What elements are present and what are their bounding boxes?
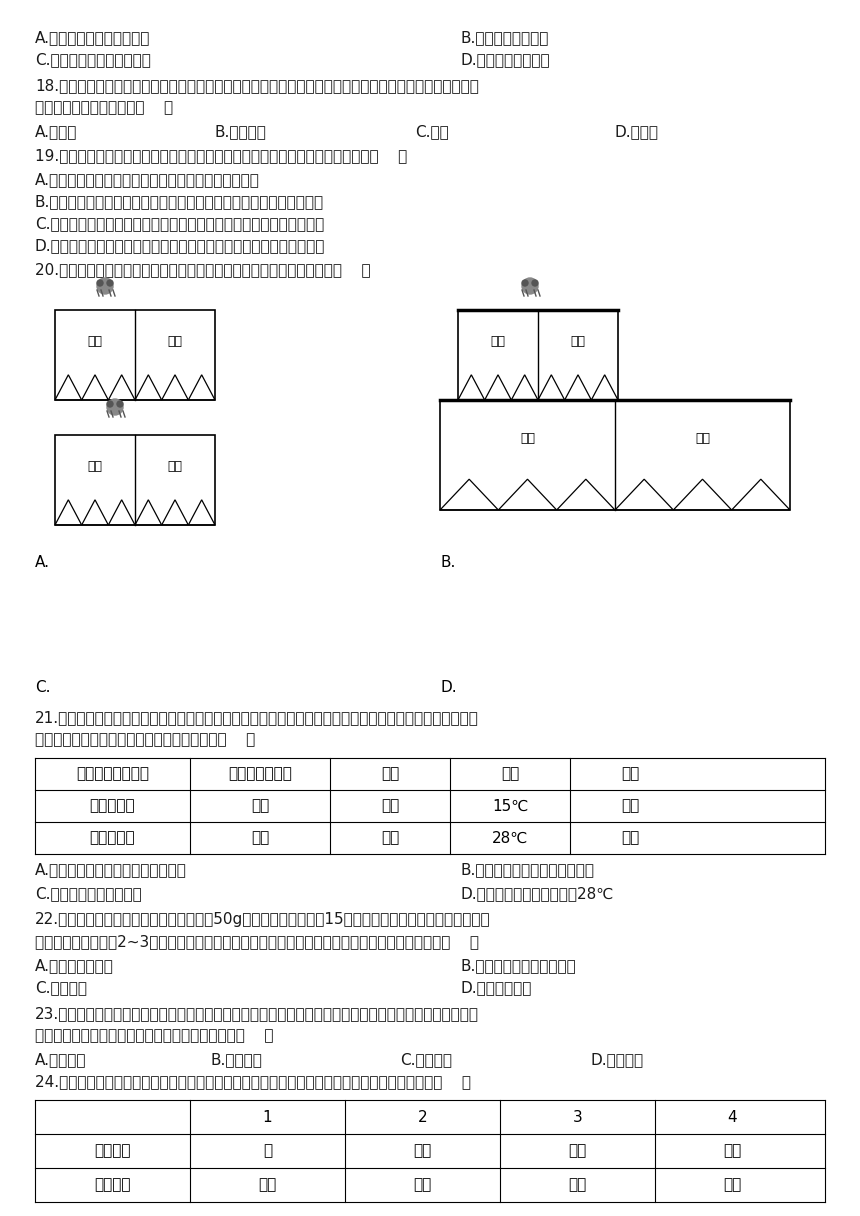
Bar xyxy=(55,435,215,525)
Text: 20.要探究湿度对鼠妇生活的影响，在下列的四个实验装置中，应该选择（    ）: 20.要探究湿度对鼠妇生活的影响，在下列的四个实验装置中，应该选择（ ） xyxy=(35,261,371,277)
Text: 干土: 干土 xyxy=(695,432,710,445)
Text: A.甲发现一只老鼠，既害怕又觉得很恶心，就没有记录: A.甲发现一只老鼠，既害怕又觉得很恶心，就没有记录 xyxy=(35,171,260,187)
Text: D.: D. xyxy=(440,680,457,696)
Text: A.食物链: A.食物链 xyxy=(35,124,77,139)
Text: B.生物与环境不相关: B.生物与环境不相关 xyxy=(460,30,549,45)
Text: 阴暗: 阴暗 xyxy=(381,831,399,845)
Text: B.乙发现几株从未见过的小花，便将它们拔起，准备带回学校去问老师: B.乙发现几株从未见过的小花，便将它们拔起，准备带回学校去问老师 xyxy=(35,195,324,209)
Text: 23.小明家附近的池塘发生了主要由绿藻大量繁殖造成的水华现象，小明猜想，这可能与排入池塘的生活污水: 23.小明家附近的池塘发生了主要由绿藻大量繁殖造成的水华现象，小明猜想，这可能与… xyxy=(35,1006,479,1021)
Text: 24.在探究种子萌发的环境条件实验中，四个瓶的设置如下表，下列组合中不能形成对照实验的是（    ）: 24.在探究种子萌发的环境条件实验中，四个瓶的设置如下表，下列组合中不能形成对照… xyxy=(35,1074,471,1090)
Bar xyxy=(440,400,790,510)
Text: B.设计实验方案并实施记录: B.设计实验方案并实施记录 xyxy=(460,958,575,973)
Bar xyxy=(35,758,825,854)
Text: 适宜: 适宜 xyxy=(621,831,639,845)
Text: 干土: 干土 xyxy=(168,460,182,473)
Bar xyxy=(35,1100,825,1201)
Text: 纸盒左半侧: 纸盒左半侧 xyxy=(89,799,135,814)
Text: 适宜: 适宜 xyxy=(621,799,639,814)
Text: B.作出假设: B.作出假设 xyxy=(210,1052,262,1066)
Text: 28℃: 28℃ xyxy=(492,831,528,845)
Text: 瓶内水量: 瓶内水量 xyxy=(95,1143,131,1159)
Text: A.提出问题: A.提出问题 xyxy=(35,1052,87,1066)
Text: C.: C. xyxy=(35,680,51,696)
Text: A.: A. xyxy=(35,554,50,570)
Text: 明亮: 明亮 xyxy=(381,799,399,814)
Circle shape xyxy=(532,280,538,286)
Text: B.: B. xyxy=(440,554,456,570)
Text: C.生物能够适应一定的环境: C.生物能够适应一定的环境 xyxy=(35,52,150,67)
Text: 22.小红观察发现，在冬季，十几条蚯蚓将50g垃圾完全分解，需要15天的时间。春季，这些蚯蚓分解相同: 22.小红观察发现，在冬季，十几条蚯蚓将50g垃圾完全分解，需要15天的时间。春… xyxy=(35,912,490,927)
Text: 19.某校老师带学生调查公园中的生物，甲、乙、丙、丁四位同学中做法正确的是（    ）: 19.某校老师带学生调查公园中的生物，甲、乙、丙、丁四位同学中做法正确的是（ ） xyxy=(35,148,408,163)
Text: 纸盒右半侧: 纸盒右半侧 xyxy=(89,831,135,845)
Text: 过量: 过量 xyxy=(723,1143,741,1159)
Circle shape xyxy=(97,278,113,294)
Text: D.生物能够影响环境: D.生物能够影响环境 xyxy=(460,52,550,67)
Text: 1: 1 xyxy=(262,1109,273,1125)
Text: 中磷含量过高有关。这属于科学探究基本过程中的（    ）: 中磷含量过高有关。这属于科学探究基本过程中的（ ） xyxy=(35,1028,273,1043)
Text: 湿土: 湿土 xyxy=(490,334,506,348)
Bar xyxy=(55,310,215,400)
Circle shape xyxy=(97,280,103,286)
Text: 冰箱: 冰箱 xyxy=(568,1177,587,1193)
Text: 湿土: 湿土 xyxy=(520,432,535,445)
Text: D.丙的调查记录中有蟋蟀，看到其他同学的记录中都没有，就将它删掉: D.丙的调查记录中有蟋蟀，看到其他同学的记录中都没有，就将它删掉 xyxy=(35,238,325,253)
Circle shape xyxy=(522,280,528,286)
Text: 光照: 光照 xyxy=(381,766,399,782)
Text: 适量: 适量 xyxy=(414,1143,432,1159)
Text: 适量: 适量 xyxy=(251,831,269,845)
Text: B.生态系统: B.生态系统 xyxy=(215,124,267,139)
Text: 18.森林中的一棵树死了，倒在地上，上面长满了苔藓、藻类、蘑菇、白蚁、蠕虫等生物，朽木上的生物及其: 18.森林中的一棵树死了，倒在地上，上面长满了苔藓、藻类、蘑菇、白蚁、蠕虫等生物… xyxy=(35,78,479,92)
Text: D.左右两侧温度都应保持在28℃: D.左右两侧温度都应保持在28℃ xyxy=(460,886,613,901)
Text: D.生物圈: D.生物圈 xyxy=(615,124,659,139)
Text: 放置黄粉虫的位置: 放置黄粉虫的位置 xyxy=(76,766,149,782)
Circle shape xyxy=(117,401,123,407)
Text: 15℃: 15℃ xyxy=(492,799,528,814)
Text: C.种群: C.种群 xyxy=(415,124,449,139)
Text: 干土: 干土 xyxy=(570,334,586,348)
Text: B.左右两侧都要在阴暗的环境中: B.左右两侧都要在阴暗的环境中 xyxy=(460,862,594,877)
Text: 橱柜: 橱柜 xyxy=(723,1177,741,1193)
Text: 4: 4 xyxy=(728,1109,737,1125)
Text: 适量: 适量 xyxy=(568,1143,587,1159)
Text: 一些修改建议，你认为下列修改建议错误的是（    ）: 一些修改建议，你认为下列修改建议错误的是（ ） xyxy=(35,732,255,747)
Text: 放置位置: 放置位置 xyxy=(95,1177,131,1193)
Text: A.发现并提出问题: A.发现并提出问题 xyxy=(35,958,114,973)
Text: C.丁拨开草丛，一只蝗虫跳出来蹦到了公园栅栏外，就将它也记录下来: C.丁拨开草丛，一只蝗虫跳出来蹦到了公园栅栏外，就将它也记录下来 xyxy=(35,216,324,231)
Text: 重量的垃圾，只需要2~3天。因此她提出：温度对蚯蚓的活动有影响吗？这属于科学探究步骤中的（    ）: 重量的垃圾，只需要2~3天。因此她提出：温度对蚯蚓的活动有影响吗？这属于科学探究… xyxy=(35,934,479,948)
Text: 3: 3 xyxy=(573,1109,582,1125)
Text: A.左右两侧的黄粉虫幼虫的数量相同: A.左右两侧的黄粉虫幼虫的数量相同 xyxy=(35,862,187,877)
Text: C.制定计划: C.制定计划 xyxy=(400,1052,452,1066)
Text: 湿度: 湿度 xyxy=(621,766,639,782)
Circle shape xyxy=(107,401,113,407)
Text: 橱柜: 橱柜 xyxy=(414,1177,432,1193)
Text: 周围环境共同构成了一个（    ）: 周围环境共同构成了一个（ ） xyxy=(35,100,173,116)
Text: 黄粉虫幼虫数量: 黄粉虫幼虫数量 xyxy=(228,766,292,782)
Circle shape xyxy=(107,399,123,415)
Text: D.分析实验现象: D.分析实验现象 xyxy=(460,980,531,995)
Text: C.左右两侧的湿度要相同: C.左右两侧的湿度要相同 xyxy=(35,886,142,901)
Text: 湿土: 湿土 xyxy=(88,460,102,473)
Text: 温度: 温度 xyxy=(501,766,519,782)
Text: 21.下表为某课外活动小组探究光对黄粉虫幼虫生活的影响的实验方案，有同学认为该方案不合理，并提出了: 21.下表为某课外活动小组探究光对黄粉虫幼虫生活的影响的实验方案，有同学认为该方… xyxy=(35,710,479,725)
Text: A.环境可以影响生物的分布: A.环境可以影响生物的分布 xyxy=(35,30,150,45)
Text: 橱柜: 橱柜 xyxy=(258,1177,277,1193)
Text: 干土: 干土 xyxy=(168,334,182,348)
Text: D.得出结论: D.得出结论 xyxy=(590,1052,643,1066)
Bar xyxy=(458,310,618,400)
Text: C.做出假设: C.做出假设 xyxy=(35,980,87,995)
Text: 适量: 适量 xyxy=(251,799,269,814)
Text: 湿土: 湿土 xyxy=(88,334,102,348)
Text: 无: 无 xyxy=(263,1143,272,1159)
Circle shape xyxy=(107,280,113,286)
Circle shape xyxy=(522,278,538,294)
Text: 2: 2 xyxy=(418,1109,427,1125)
